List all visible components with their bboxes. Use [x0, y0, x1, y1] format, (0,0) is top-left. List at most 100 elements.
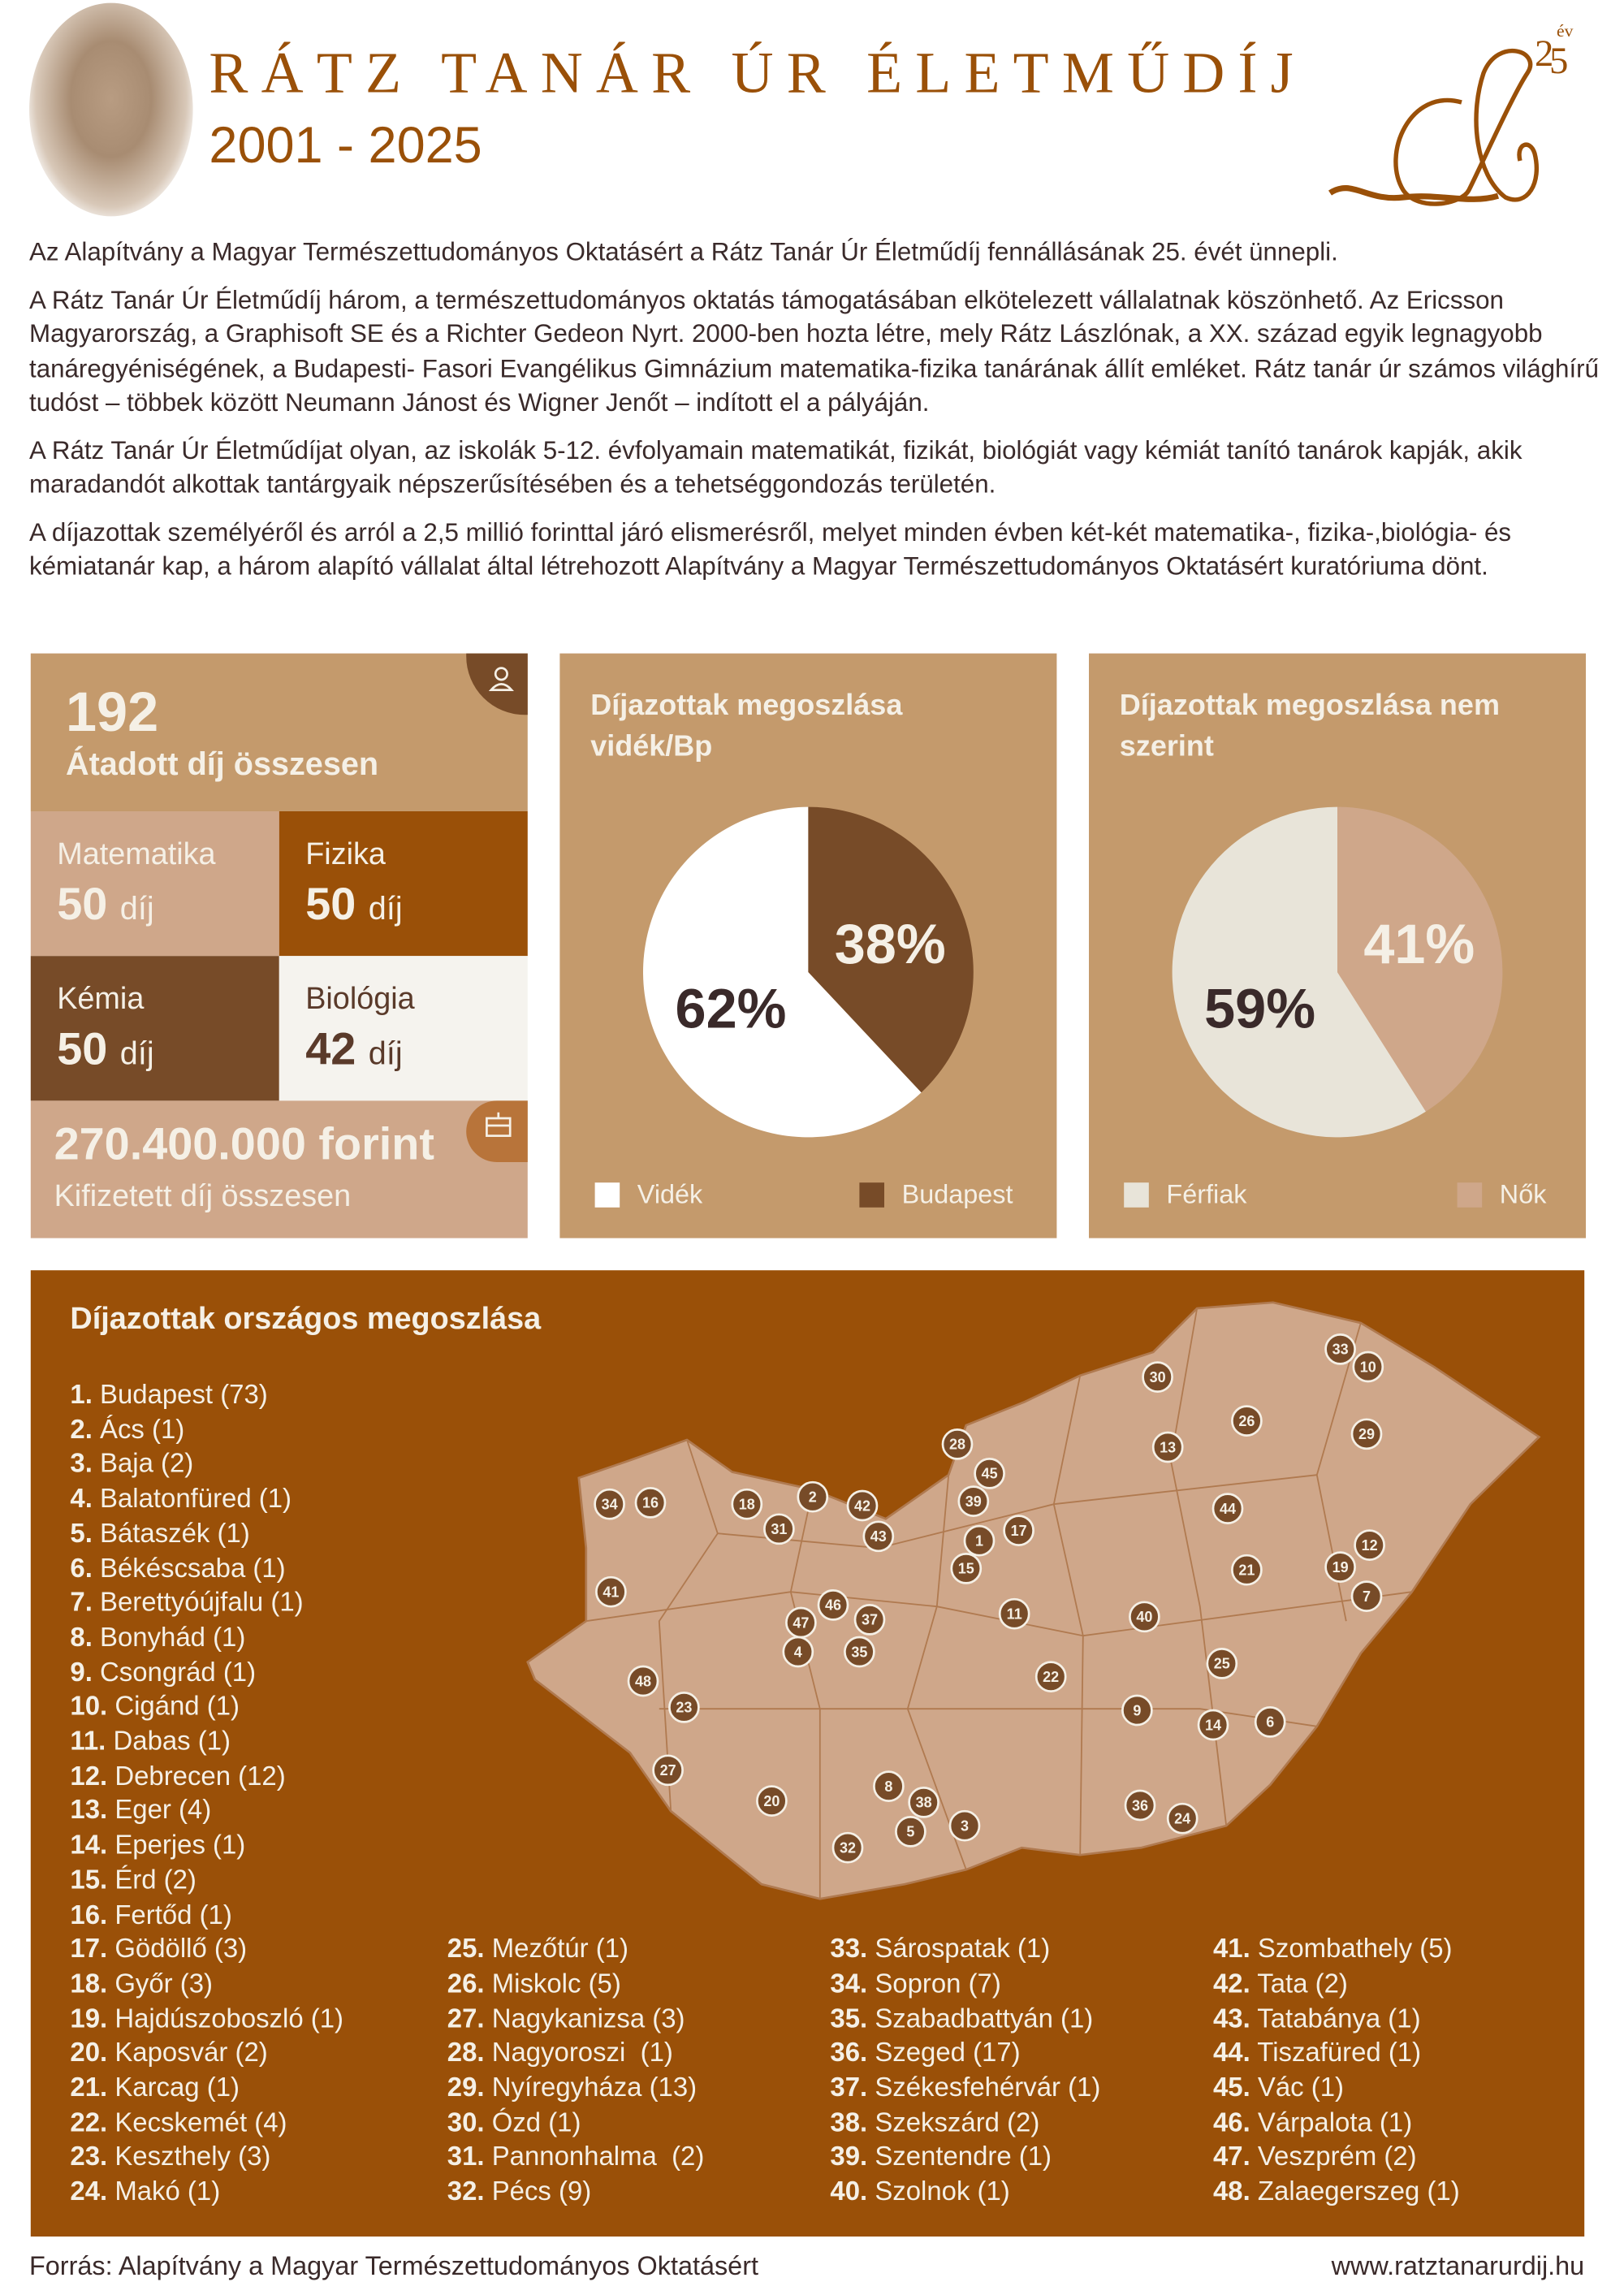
city-name: Kecskemét (4): [114, 2106, 287, 2137]
map-marker[interactable]: 29: [1350, 1418, 1383, 1450]
city-number: 24.: [70, 2175, 108, 2206]
city-name: Szabadbattyán (1): [875, 2002, 1094, 2033]
map-marker[interactable]: 35: [844, 1636, 875, 1668]
map-marker[interactable]: 20: [756, 1785, 788, 1817]
legend-item: Férfiak: [1124, 1180, 1246, 1211]
map-marker-number: 32: [840, 1840, 856, 1856]
city-number: 41.: [1213, 1932, 1250, 1964]
city-number: 44.: [1213, 2036, 1250, 2068]
pie-value-label: 62%: [676, 978, 787, 1039]
map-marker-number: 14: [1205, 1717, 1221, 1733]
map-marker[interactable]: 40: [1129, 1601, 1160, 1633]
subject-count: 50: [305, 878, 356, 930]
map-marker[interactable]: 16: [634, 1487, 667, 1519]
map-marker[interactable]: 14: [1197, 1709, 1229, 1741]
city-number: 38.: [830, 2106, 868, 2137]
map-marker[interactable]: 11: [998, 1597, 1030, 1630]
city-name: Dabas (1): [113, 1725, 231, 1756]
map-marker[interactable]: 9: [1121, 1694, 1153, 1727]
map-marker[interactable]: 4: [782, 1636, 814, 1668]
city-number: 33.: [830, 1932, 868, 1964]
map-marker[interactable]: 27: [652, 1754, 684, 1787]
map-marker[interactable]: 15: [950, 1553, 983, 1584]
map-marker[interactable]: 8: [873, 1770, 905, 1802]
map-marker-number: 21: [1238, 1562, 1255, 1578]
map-marker[interactable]: 33: [1324, 1333, 1356, 1365]
map-marker[interactable]: 30: [1142, 1361, 1173, 1393]
city-name: Miskolc (5): [491, 1967, 621, 1999]
logo-25-years: 2 5 év: [1328, 21, 1574, 206]
map-marker[interactable]: 23: [668, 1692, 700, 1723]
website-link[interactable]: www.ratztanarurdij.hu: [1331, 2251, 1585, 2280]
city-list-item: 7. Berettyóújfalu (1): [70, 1586, 303, 1619]
map-marker[interactable]: 21: [1231, 1554, 1263, 1586]
city-number: 42.: [1213, 1967, 1250, 1999]
city-list-item: 16. Fertőd (1): [70, 1898, 231, 1930]
source-note: Forrás: Alapítvány a Magyar Természettud…: [29, 2251, 759, 2280]
map-marker[interactable]: 1: [963, 1524, 996, 1557]
map-marker[interactable]: 2: [797, 1480, 829, 1513]
map-marker[interactable]: 44: [1212, 1493, 1244, 1524]
map-marker[interactable]: 18: [731, 1488, 763, 1520]
map-marker[interactable]: 10: [1352, 1351, 1384, 1383]
map-marker[interactable]: 17: [1003, 1515, 1034, 1546]
city-list-item: 28. Nagyoroszi (1): [447, 2037, 673, 2069]
city-number: 17.: [70, 1932, 108, 1964]
map-marker[interactable]: 5: [895, 1816, 926, 1848]
map-marker[interactable]: 42: [846, 1489, 879, 1522]
city-list-item: 43. Tatabánya (1): [1213, 2002, 1421, 2034]
map-marker[interactable]: 12: [1354, 1529, 1385, 1561]
map-marker[interactable]: 39: [957, 1485, 990, 1517]
map-marker-number: 4: [794, 1644, 802, 1660]
map-marker[interactable]: 43: [862, 1520, 895, 1553]
map-marker[interactable]: 24: [1166, 1802, 1199, 1835]
map-marker[interactable]: 46: [817, 1589, 849, 1621]
map-marker[interactable]: 6: [1254, 1706, 1286, 1738]
map-marker-number: 39: [965, 1493, 982, 1510]
map-marker[interactable]: 3: [948, 1809, 981, 1842]
total-awards-panel: 192 Átadott díj összesen: [30, 653, 528, 811]
map-marker[interactable]: 19: [1324, 1551, 1356, 1583]
map-marker[interactable]: 13: [1151, 1431, 1184, 1463]
map-marker[interactable]: 26: [1231, 1405, 1263, 1437]
city-number: 37.: [830, 2071, 868, 2103]
pie-slice-nők: [1337, 806, 1503, 1112]
map-marker[interactable]: 32: [831, 1831, 864, 1864]
city-name: Győr (3): [114, 1967, 214, 1999]
map-marker[interactable]: 48: [627, 1665, 659, 1697]
map-marker-number: 28: [949, 1437, 965, 1453]
map-marker[interactable]: 38: [908, 1787, 939, 1818]
map-marker[interactable]: 28: [941, 1428, 974, 1460]
subject-count: 42: [305, 1023, 356, 1074]
map-marker-number: 40: [1136, 1609, 1152, 1625]
map-marker[interactable]: 7: [1350, 1580, 1383, 1612]
city-name: Hajdúszoboszló (1): [114, 2002, 343, 2033]
map-title: Díjazottak országos megoszlása: [70, 1302, 542, 1337]
city-name: Tata (2): [1257, 1967, 1348, 1999]
subject-count: 50: [57, 1023, 108, 1074]
intro-paragraph: Az Alapítvány a Magyar Természettudomány…: [29, 236, 1338, 266]
map-marker-number: 10: [1360, 1359, 1376, 1375]
city-name: Eger (4): [114, 1794, 212, 1826]
legend-swatch: [594, 1182, 620, 1208]
map-marker[interactable]: 31: [763, 1513, 795, 1545]
map-marker[interactable]: 41: [595, 1575, 627, 1608]
city-number: 13.: [70, 1794, 108, 1826]
map-marker-number: 3: [961, 1818, 969, 1835]
city-number: 25.: [447, 1932, 485, 1964]
map-marker-number: 19: [1332, 1559, 1349, 1575]
map-marker[interactable]: 25: [1206, 1648, 1238, 1679]
legend-label: Nők: [1499, 1179, 1547, 1209]
map-marker-number: 36: [1132, 1797, 1148, 1813]
map-marker[interactable]: 37: [853, 1604, 886, 1636]
city-number: 4.: [70, 1482, 93, 1514]
map-marker[interactable]: 22: [1034, 1661, 1067, 1692]
city-list-item: 1. Budapest (73): [70, 1378, 267, 1411]
city-number: 31.: [447, 2140, 485, 2172]
map-marker[interactable]: 36: [1124, 1789, 1156, 1822]
map-marker[interactable]: 47: [785, 1606, 817, 1639]
pie-card-region: Díjazottak megoszlása vidék/Bp 62% 38% Vi…: [559, 653, 1057, 1238]
map-marker[interactable]: 34: [594, 1488, 625, 1520]
map-marker[interactable]: 45: [974, 1458, 1005, 1489]
